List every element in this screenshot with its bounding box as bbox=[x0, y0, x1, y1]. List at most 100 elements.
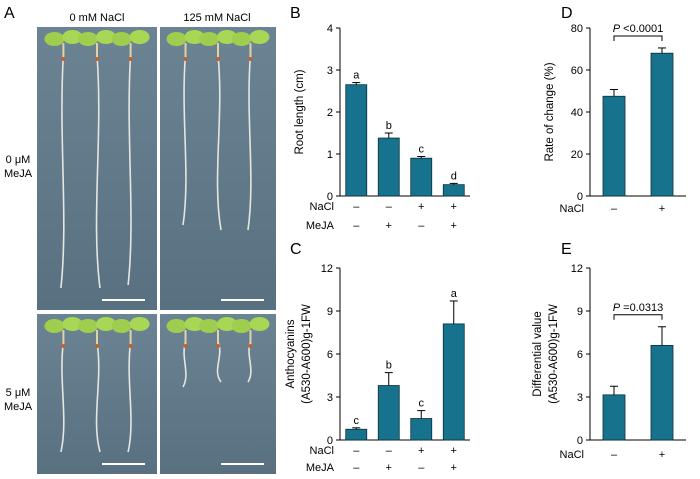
y-axis-label: Root length (cm) bbox=[294, 69, 306, 154]
significance-letter: d bbox=[451, 170, 457, 182]
y-tick-label: 0 bbox=[327, 191, 333, 203]
significance-bracket bbox=[613, 314, 663, 320]
panel-d: D 0 20 40 60 80 Rate of change (%) NaCl – + P <0.0… bbox=[544, 5, 686, 215]
condition-label-nacl: NaCl bbox=[560, 449, 584, 461]
bar bbox=[410, 157, 433, 197]
condition-nacl-sign: – bbox=[386, 445, 393, 457]
panel-label: C bbox=[290, 241, 302, 258]
cotyledon bbox=[249, 30, 270, 44]
y-tick-label: 20 bbox=[571, 149, 583, 161]
panel-c: C 0 3 6 9 12 Anthocyanins (A530-A600)g-1FW c b c a N… bbox=[285, 241, 470, 474]
y-tick-label: 2 bbox=[327, 107, 333, 119]
cotyledon bbox=[166, 32, 187, 46]
row-label-5um-line1: 5 μM bbox=[6, 387, 31, 399]
hypocotyl-base bbox=[61, 57, 66, 61]
root bbox=[127, 54, 132, 286]
hypocotyl-base bbox=[216, 344, 220, 348]
cotyledon bbox=[44, 319, 65, 333]
cotyledon bbox=[78, 32, 98, 46]
hypocotyl-base bbox=[61, 344, 66, 348]
panel-label: D bbox=[561, 5, 573, 22]
panel-label: E bbox=[561, 241, 572, 258]
bar bbox=[650, 52, 674, 197]
bar bbox=[377, 385, 400, 441]
condition-label-nacl: NaCl bbox=[310, 201, 334, 213]
cotyledon bbox=[96, 317, 116, 331]
photo-0mm-0um bbox=[37, 27, 157, 310]
panel-a: A 0 mM NaCl 125 mM NaCl 0 μM MeJA 5 μM M… bbox=[4, 5, 276, 474]
panel-b: B 0 1 2 3 4 Root length (cm) a b c d NaCl – – + + MeJA – +… bbox=[290, 5, 470, 232]
condition-nacl-sign: + bbox=[451, 445, 457, 457]
hypocotyl-base bbox=[183, 57, 188, 61]
hypocotyl-base bbox=[128, 57, 133, 61]
bar bbox=[377, 137, 400, 197]
condition-meja-sign: – bbox=[418, 220, 425, 232]
p-value-symbol: P bbox=[613, 302, 621, 314]
y-axis-label: Rate of change (%) bbox=[544, 62, 556, 161]
cotyledon bbox=[62, 30, 83, 44]
y-tick-label: 0 bbox=[577, 191, 583, 203]
p-value: P =0.0313 bbox=[613, 302, 663, 314]
condition-meja-sign: – bbox=[353, 462, 360, 474]
condition-nacl-sign: + bbox=[451, 201, 457, 213]
panel-a-label: A bbox=[4, 5, 15, 22]
bar bbox=[345, 428, 368, 441]
y-axis-label-sub: (A530-A600)g-1FW bbox=[548, 304, 560, 404]
hypocotyl-base bbox=[248, 344, 253, 348]
condition-nacl-sign: + bbox=[418, 201, 424, 213]
row-label-0um-line1: 0 μM bbox=[6, 154, 31, 166]
condition-meja-sign: + bbox=[386, 462, 392, 474]
bar bbox=[410, 418, 433, 441]
cotyledon bbox=[96, 30, 116, 44]
y-tick-label: 0 bbox=[577, 435, 583, 447]
row-label-5um-line2: MeJA bbox=[4, 401, 33, 413]
root bbox=[95, 341, 101, 453]
condition-nacl-sign: – bbox=[611, 449, 618, 461]
bar bbox=[602, 394, 626, 441]
condition-meja-sign: + bbox=[451, 462, 457, 474]
significance-letter: b bbox=[386, 120, 392, 132]
condition-nacl-sign: – bbox=[353, 445, 360, 457]
y-tick-label: 0 bbox=[327, 435, 333, 447]
condition-nacl-sign: – bbox=[611, 203, 618, 215]
y-tick-label: 3 bbox=[327, 65, 333, 77]
cotyledon bbox=[231, 32, 252, 46]
condition-label-meja: MeJA bbox=[306, 462, 335, 474]
y-axis-label-sub: (A530-A600)g-1FW bbox=[301, 304, 313, 404]
root bbox=[216, 54, 222, 231]
bar bbox=[345, 84, 368, 197]
panel-e: E 0 3 6 9 12 Differential value (A530-A600)g-1F… bbox=[532, 241, 686, 461]
y-axis-label: Anthocyanins bbox=[285, 319, 297, 388]
y-tick-label: 6 bbox=[577, 349, 583, 361]
condition-label-meja: MeJA bbox=[306, 220, 335, 232]
seedling-photos bbox=[37, 27, 276, 474]
p-value-text: <0.0001 bbox=[620, 23, 663, 35]
root bbox=[247, 54, 252, 231]
y-tick-label: 3 bbox=[327, 392, 333, 404]
hypocotyl-base bbox=[183, 344, 188, 348]
y-tick-label: 12 bbox=[571, 263, 583, 275]
cotyledon bbox=[78, 319, 98, 333]
y-tick-label: 60 bbox=[571, 65, 583, 77]
condition-nacl-sign: – bbox=[386, 201, 393, 213]
bar bbox=[602, 95, 626, 197]
significance-letter: b bbox=[386, 360, 392, 372]
significance-letter: c bbox=[419, 398, 425, 410]
root bbox=[60, 341, 65, 453]
hypocotyl-base bbox=[248, 57, 253, 61]
cotyledon bbox=[129, 30, 150, 44]
condition-label-nacl: NaCl bbox=[560, 203, 584, 215]
cotyledon bbox=[249, 317, 270, 331]
photo-125mm-5um bbox=[160, 314, 276, 474]
p-value-text: =0.0313 bbox=[620, 302, 663, 314]
p-value-symbol: P bbox=[613, 23, 621, 35]
panel-label: B bbox=[290, 5, 301, 22]
significance-letter: c bbox=[354, 415, 360, 427]
y-tick-label: 4 bbox=[327, 23, 333, 35]
y-tick-label: 6 bbox=[327, 349, 333, 361]
y-tick-label: 12 bbox=[321, 263, 333, 275]
bar bbox=[442, 184, 465, 197]
condition-meja-sign: + bbox=[451, 220, 457, 232]
root bbox=[182, 54, 187, 226]
